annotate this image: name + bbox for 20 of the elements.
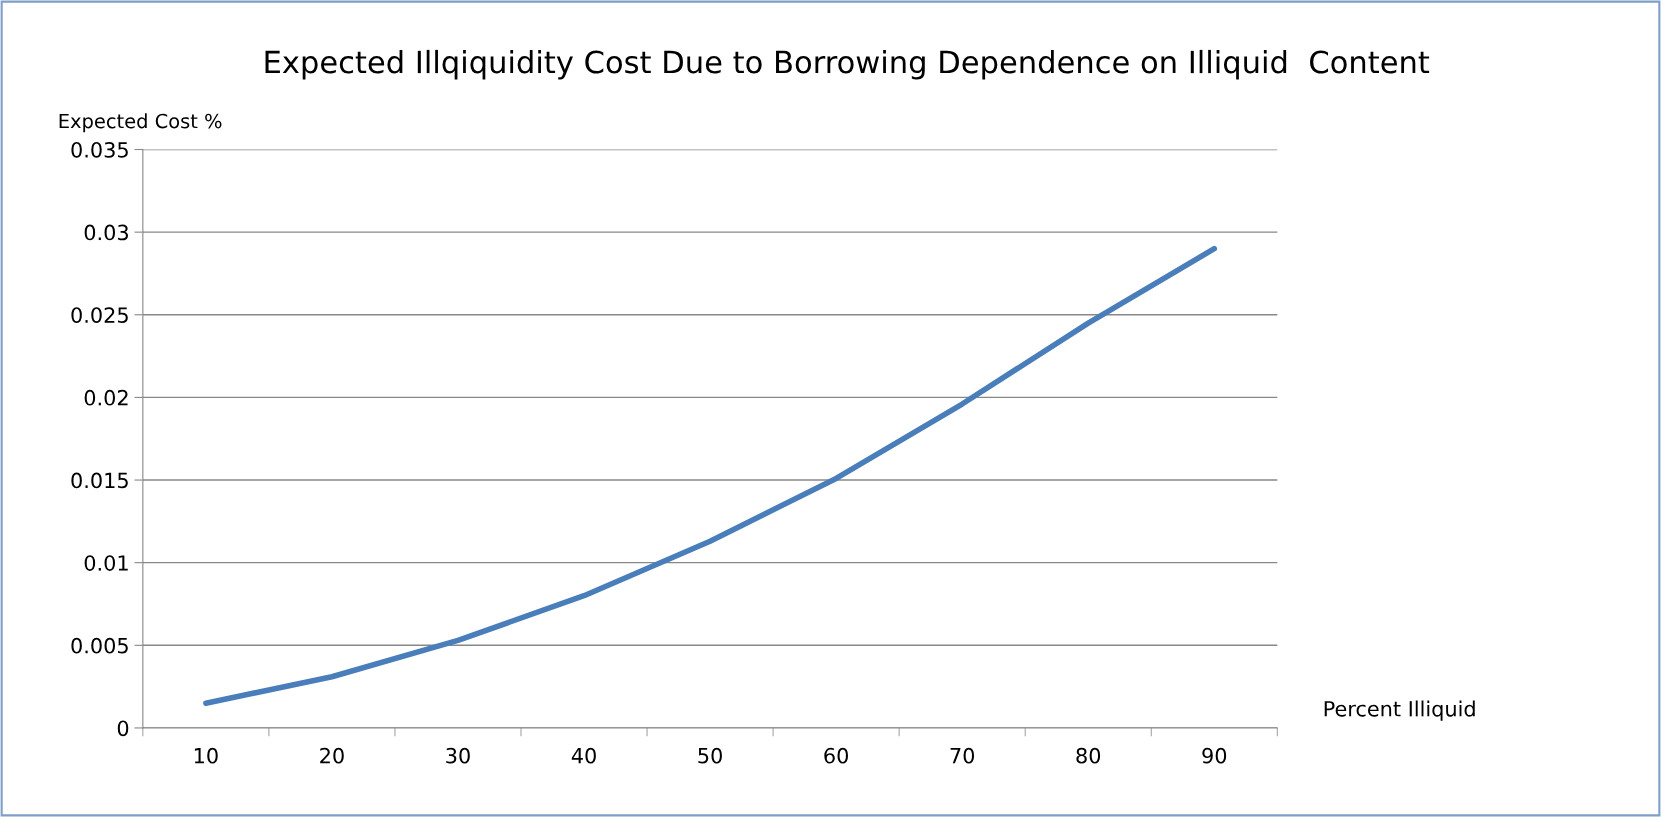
y-tick-label: 0.01 — [84, 555, 128, 571]
y-tick-label: 0.005 — [71, 637, 128, 654]
x-tick-label: 20 — [320, 747, 344, 764]
x-tick-label: 60 — [824, 747, 848, 764]
y-tick-label: 0 — [117, 720, 129, 737]
y-axis-title: Expected Cost % — [59, 113, 222, 133]
x-tick-label: 40 — [571, 747, 596, 764]
chart-title: Expected Illqiquidity Cost Due to Borrowing Dependence on Illiquid Content — [265, 49, 1430, 80]
x-tick-label: 80 — [1076, 747, 1101, 764]
x-tick-label: 10 — [194, 747, 218, 764]
y-tick-label: 0.015 — [71, 472, 128, 489]
x-axis-title: Percent Illiquid — [1324, 700, 1475, 721]
y-tick-label: 0.035 — [71, 141, 128, 158]
x-tick-label: 50 — [698, 747, 722, 764]
y-tick-label: 0.02 — [84, 389, 128, 406]
x-tick-label: 90 — [1202, 747, 1227, 764]
y-tick-label: 0.025 — [71, 307, 128, 323]
x-tick-label: 70 — [950, 747, 975, 764]
y-tick-label: 0.03 — [84, 224, 128, 241]
x-tick-label: 30 — [446, 747, 470, 764]
